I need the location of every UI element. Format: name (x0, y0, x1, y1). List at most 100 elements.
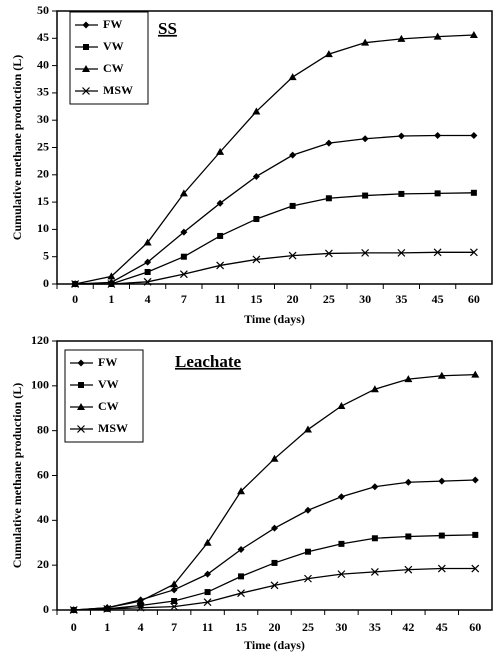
x-tick-label: 42 (402, 620, 414, 634)
legend-label: VW (98, 377, 119, 391)
data-point (304, 574, 312, 583)
y-axis-title: Cumulative methane production (L) (10, 383, 24, 568)
x-tick-label: 25 (323, 292, 335, 306)
series-line (74, 34, 474, 285)
x-axis-title: Time (days) (244, 638, 305, 652)
series-line (73, 534, 476, 611)
data-point (289, 202, 296, 209)
data-point (434, 190, 441, 197)
x-tick-label: 7 (171, 620, 177, 634)
data-point (371, 535, 378, 542)
x-tick-label: 11 (214, 292, 225, 306)
data-point (433, 32, 442, 40)
data-point (371, 483, 379, 491)
data-point (270, 581, 279, 590)
data-point (136, 603, 145, 612)
data-point (337, 402, 346, 410)
data-point (437, 371, 446, 379)
y-tick-label: 15 (37, 194, 49, 208)
data-point (270, 454, 279, 462)
series-line (73, 479, 476, 611)
y-tick-label: 100 (31, 378, 49, 392)
data-point (238, 573, 245, 580)
data-point (216, 199, 224, 207)
legend-marker (78, 382, 84, 388)
data-point (252, 255, 261, 264)
data-point (471, 476, 479, 484)
data-point (203, 538, 212, 546)
data-point (170, 602, 179, 611)
data-point (216, 261, 225, 270)
data-point (438, 532, 445, 539)
x-tick-label: 4 (138, 620, 144, 634)
x-axis-title: Time (days) (244, 312, 305, 326)
x-tick-label: 60 (468, 292, 480, 306)
x-tick-label: 45 (432, 292, 444, 306)
data-point (107, 272, 116, 280)
legend-label: VW (103, 39, 124, 53)
series-line (75, 134, 474, 285)
data-point (361, 135, 369, 143)
y-tick-label: 20 (37, 557, 49, 571)
data-point (179, 189, 188, 197)
data-point (469, 31, 478, 39)
data-point (136, 597, 145, 605)
data-point (180, 228, 188, 236)
legend-marker (77, 425, 85, 433)
data-point (370, 385, 379, 393)
series-line (75, 192, 474, 285)
x-tick-label: 1 (108, 292, 114, 306)
y-axis-title: Cumulative methane production (L) (10, 55, 24, 240)
data-point (325, 195, 332, 202)
data-point (324, 50, 333, 58)
data-point (304, 548, 311, 555)
data-point (361, 38, 370, 46)
data-point (170, 580, 179, 588)
legend-label: MSW (103, 83, 133, 97)
data-point (362, 192, 369, 199)
data-point (324, 249, 333, 258)
x-tick-label: 15 (250, 292, 262, 306)
y-tick-label: 80 (37, 422, 49, 436)
data-point (271, 559, 278, 566)
x-tick-label: 1 (104, 620, 110, 634)
x-tick-label: 11 (202, 620, 213, 634)
data-point (404, 565, 413, 574)
data-point (180, 253, 187, 260)
y-tick-label: 50 (37, 3, 49, 17)
data-point (237, 545, 245, 553)
data-point (103, 604, 112, 613)
data-point (252, 107, 261, 115)
y-tick-label: 45 (37, 30, 49, 44)
data-point (204, 570, 212, 578)
data-point (404, 375, 413, 383)
data-point (434, 131, 442, 139)
data-point (71, 280, 80, 288)
data-point (337, 493, 345, 501)
x-tick-label: 7 (181, 292, 187, 306)
x-tick-label: 35 (369, 620, 381, 634)
data-point (404, 478, 412, 486)
data-point (237, 589, 245, 598)
x-tick-label: 45 (436, 620, 448, 634)
data-point (237, 487, 246, 495)
x-tick-label: 25 (302, 620, 314, 634)
x-tick-label: 35 (395, 292, 407, 306)
data-point (137, 602, 144, 609)
data-point (397, 132, 405, 140)
data-point (69, 606, 78, 614)
data-point (217, 232, 224, 239)
x-tick-label: 60 (469, 620, 481, 634)
data-point (470, 189, 477, 196)
data-point (288, 251, 297, 260)
x-tick-label: 30 (335, 620, 347, 634)
legend-marker (77, 359, 85, 367)
data-point (361, 248, 370, 257)
data-point (179, 270, 188, 279)
data-point (288, 73, 297, 81)
y-tick-label: 60 (37, 467, 49, 481)
data-point (143, 277, 152, 286)
legend-marker (83, 44, 89, 50)
data-point (304, 506, 312, 514)
legend-label: MSW (98, 421, 128, 435)
